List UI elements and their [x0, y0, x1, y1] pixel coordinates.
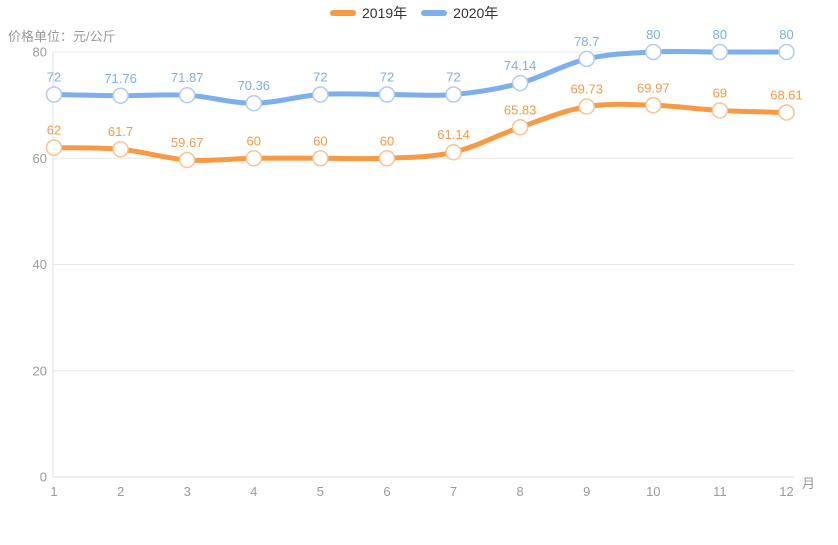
- data-point[interactable]: [445, 86, 462, 103]
- data-point[interactable]: [645, 43, 662, 61]
- data-point-label: 60: [247, 133, 261, 148]
- data-point[interactable]: [578, 50, 595, 68]
- data-point-label: 69.73: [570, 82, 603, 97]
- data-point[interactable]: [378, 86, 396, 103]
- x-tick-label: 2: [117, 484, 124, 499]
- data-point-label: 71.87: [171, 70, 204, 85]
- data-point-label: 70.36: [237, 78, 270, 93]
- x-tick-label: 7: [450, 484, 457, 499]
- x-tick-label: 8: [517, 484, 524, 499]
- x-tick-label: 10: [646, 484, 660, 499]
- x-axis-unit-label: 月: [802, 476, 816, 491]
- legend-marker-2019-icon: [330, 10, 356, 16]
- data-point[interactable]: [511, 74, 529, 92]
- x-tick-label: 1: [50, 484, 57, 499]
- data-point[interactable]: [112, 87, 129, 105]
- x-tick-label: 11: [713, 484, 727, 499]
- data-point[interactable]: [778, 104, 795, 121]
- data-point[interactable]: [245, 150, 263, 167]
- data-point[interactable]: [312, 150, 329, 167]
- legend-label-2019: 2019年: [362, 5, 408, 21]
- data-point[interactable]: [378, 150, 396, 167]
- data-point-label: 80: [646, 27, 660, 42]
- x-tick-label: 6: [383, 484, 390, 499]
- chart-legend: 2019年 2020年: [330, 6, 498, 20]
- data-point[interactable]: [645, 97, 662, 114]
- data-point-label: 72: [446, 70, 460, 85]
- data-point[interactable]: [711, 43, 729, 61]
- legend-marker-2020-icon: [421, 10, 448, 16]
- legend-item-2020[interactable]: 2020年: [421, 6, 498, 20]
- data-point[interactable]: [778, 43, 795, 61]
- x-axis-labels: 1 2 3 4 5 6 7 8 9 10 11 12: [50, 484, 793, 499]
- y-tick-label: 40: [33, 257, 47, 272]
- x-tick-label: 9: [583, 484, 590, 499]
- data-point-label: 69.97: [637, 80, 670, 95]
- data-point-label: 74.14: [504, 58, 537, 73]
- x-tick-label: 4: [250, 484, 257, 499]
- series-line: [51, 48, 789, 106]
- data-point-label: 71.76: [104, 71, 137, 86]
- y-tick-label: 0: [40, 470, 47, 485]
- series-2019年: 62 61.7 59.67 60 60 60 61.14 65.83 69.73 69.97 69 6…: [45, 80, 803, 169]
- data-point-label: 78.7: [574, 34, 599, 49]
- y-tick-label: 20: [33, 363, 47, 378]
- data-point[interactable]: [578, 98, 595, 115]
- data-point-label: 60: [380, 133, 394, 148]
- data-point-label: 72: [380, 70, 394, 85]
- data-point-label: 68.61: [770, 88, 803, 103]
- data-point[interactable]: [245, 94, 263, 112]
- data-point-label: 62: [47, 123, 61, 138]
- y-axis-unit-label: 价格单位：元/公斤: [8, 29, 116, 44]
- data-point[interactable]: [312, 86, 329, 103]
- series-2020年: 72 71.76 71.87 70.36 72 72 72 74.14 78.7 80 80 80: [45, 27, 795, 112]
- data-point[interactable]: [45, 139, 63, 156]
- x-tick-label: 5: [317, 484, 324, 499]
- data-point-label: 69: [713, 85, 727, 100]
- data-point[interactable]: [511, 119, 529, 136]
- data-point-label: 72: [313, 70, 327, 85]
- series-line: [51, 101, 789, 163]
- data-point-label: 61.14: [437, 127, 470, 142]
- x-tick-label: 12: [779, 484, 793, 499]
- data-point-label: 59.67: [171, 135, 204, 150]
- data-point[interactable]: [445, 143, 462, 161]
- legend-item-2019[interactable]: 2019年: [330, 6, 407, 20]
- data-point[interactable]: [178, 151, 196, 169]
- data-point-label: 65.83: [504, 102, 537, 117]
- data-point-label: 72: [47, 70, 61, 85]
- y-tick-label: 80: [33, 45, 47, 60]
- data-point-label: 61.7: [108, 124, 133, 139]
- data-point[interactable]: [112, 140, 129, 158]
- data-point[interactable]: [45, 86, 63, 103]
- legend-label-2020: 2020年: [453, 5, 499, 21]
- y-tick-label: 60: [33, 151, 47, 166]
- gridlines: 0 20 40 60 80: [33, 45, 794, 485]
- data-point-label: 80: [713, 27, 727, 42]
- data-point[interactable]: [711, 102, 729, 119]
- x-tick-label: 3: [184, 484, 191, 499]
- data-point-label: 60: [313, 133, 327, 148]
- data-point[interactable]: [178, 86, 196, 104]
- data-point-label: 80: [779, 27, 793, 42]
